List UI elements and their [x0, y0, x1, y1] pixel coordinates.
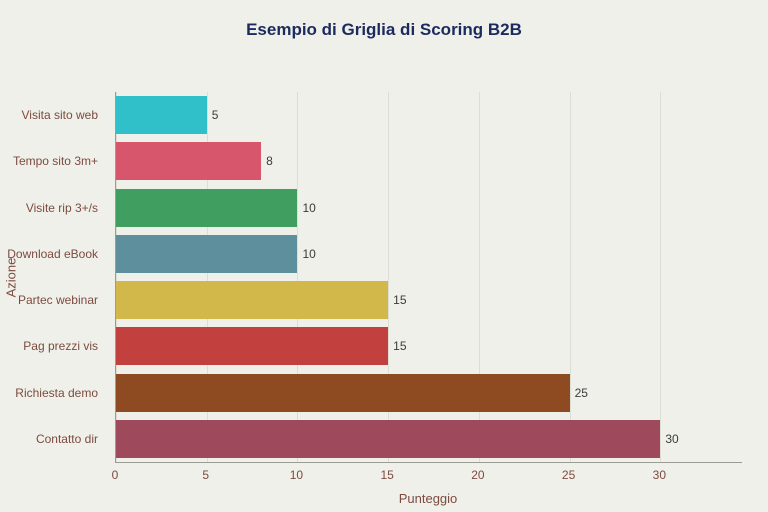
gridline	[297, 92, 299, 462]
gridline	[116, 92, 117, 462]
x-tick-label: 25	[561, 468, 576, 482]
category-label: Richiesta demo	[15, 385, 98, 400]
bar-row: 10	[116, 231, 742, 277]
bar	[116, 188, 298, 227]
gridline	[569, 92, 571, 462]
x-tick-label: 5	[202, 468, 210, 482]
bar-row: 15	[116, 323, 742, 369]
x-tick-label: 30	[652, 468, 667, 482]
gridline	[478, 92, 480, 462]
bar	[116, 281, 389, 320]
bar-row: 8	[116, 138, 742, 184]
category-label: Pag prezzi vis	[23, 339, 98, 354]
bar	[116, 373, 570, 412]
bar-value-label: 10	[302, 200, 316, 215]
x-tick-labels: 0 5 10 15 20 25 30	[111, 468, 741, 484]
bar-value-label: 15	[393, 293, 407, 308]
category-label: Download eBook	[7, 246, 98, 261]
bar	[116, 142, 262, 181]
bar-value-label: 15	[393, 339, 407, 354]
x-axis-title: Punteggio	[398, 491, 458, 506]
plot-area: 5 8 10 10 15 15 25 30	[115, 92, 742, 463]
gridlines	[116, 92, 742, 462]
bar-row: 25	[116, 370, 742, 416]
bars: 5 8 10 10 15 15 25 30	[116, 92, 742, 462]
category-label: Visite rip 3+/s	[25, 200, 98, 215]
gridline	[660, 92, 662, 462]
bar-row: 10	[116, 185, 742, 231]
gridline	[206, 92, 208, 462]
category-label: Partec webinar	[17, 293, 98, 308]
x-tick-label: 0	[111, 468, 119, 482]
x-tick-label: 20	[471, 468, 485, 482]
bar	[116, 234, 298, 273]
gridline	[388, 92, 390, 462]
bar-value-label: 10	[302, 246, 316, 261]
chart-title: Esempio di Griglia di Scoring B2B	[246, 20, 522, 39]
bar	[116, 96, 207, 135]
x-tick-label: 10	[289, 468, 304, 482]
bar	[116, 419, 661, 458]
category-labels: Visita sito web Tempo sito 3m+ Visite rip …	[0, 92, 107, 462]
category-label: Visita sito web	[21, 108, 98, 123]
bar-row: 5	[116, 92, 742, 138]
bar-row: 30	[116, 416, 742, 462]
bar-value-label: 5	[211, 108, 219, 123]
bar-row: 15	[116, 277, 742, 323]
bar-value-label: 8	[266, 154, 273, 169]
bar	[116, 327, 389, 366]
bar-value-label: 25	[574, 385, 588, 400]
category-label: Contatto dir	[35, 431, 98, 446]
category-label: Tempo sito 3m+	[12, 154, 98, 169]
bar-value-label: 30	[665, 431, 679, 446]
x-tick-label: 15	[380, 468, 394, 482]
